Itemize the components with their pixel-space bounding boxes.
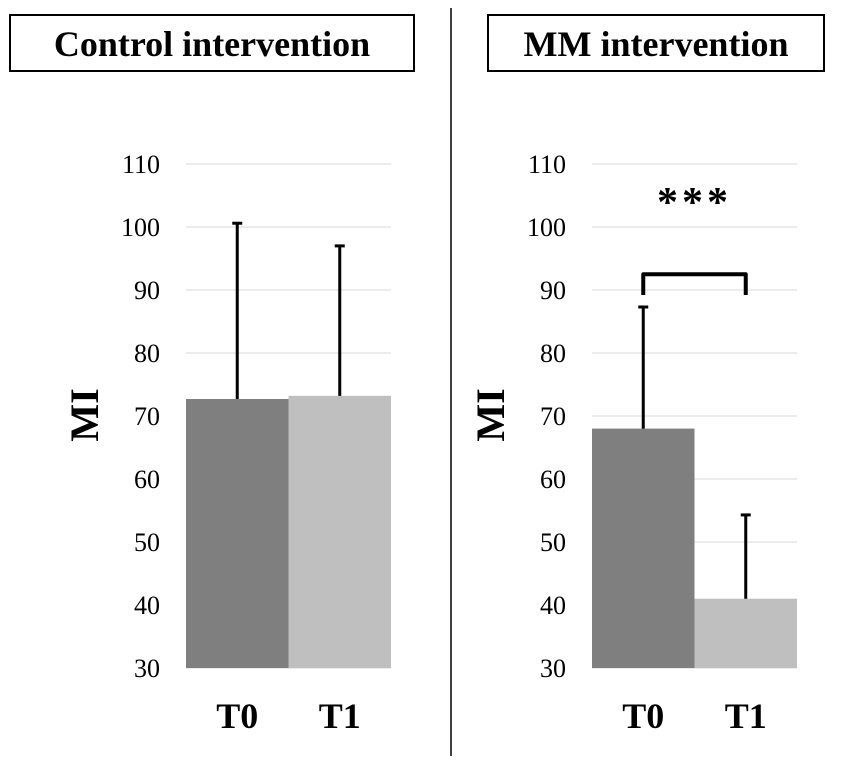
y-tick-label: 100 xyxy=(527,213,566,242)
y-tick-label: 40 xyxy=(540,591,566,620)
significance-label: *** xyxy=(657,180,732,226)
y-tick-label: 110 xyxy=(122,150,160,179)
control-panel: Control intervention 30 40 50 60 70 80 90 100 110… xyxy=(9,14,415,736)
x-tick-label: T0 xyxy=(622,696,664,736)
y-tick-label: 30 xyxy=(134,654,160,683)
significance-bracket xyxy=(641,272,748,296)
x-tick-label: T0 xyxy=(216,696,258,736)
y-tick-label: 30 xyxy=(540,654,566,683)
bar-t0 xyxy=(186,398,289,668)
y-axis-label: MI xyxy=(62,388,107,441)
bar-t0 xyxy=(592,428,695,668)
title-box xyxy=(9,14,415,72)
chart-title: Control intervention xyxy=(54,24,370,64)
y-tick-label: 70 xyxy=(134,402,160,431)
bar-t1 xyxy=(288,395,391,668)
y-tick-label: 60 xyxy=(540,465,566,494)
y-tick-label: 90 xyxy=(134,276,160,305)
y-tick-label: 110 xyxy=(528,150,566,179)
y-tick-label: 40 xyxy=(134,591,160,620)
bar-t1 xyxy=(694,598,797,668)
mm-panel: MM intervention 30 40 50 60 70 80 90 100 110 MI T0 T… xyxy=(468,14,825,736)
y-tick-label: 60 xyxy=(134,465,160,494)
y-tick-label: 100 xyxy=(121,213,160,242)
chart-title: MM intervention xyxy=(524,24,789,64)
y-tick-label: 80 xyxy=(134,339,160,368)
y-tick-label: 80 xyxy=(540,339,566,368)
y-tick-label: 70 xyxy=(540,402,566,431)
x-tick-label: T1 xyxy=(319,696,361,736)
title-box xyxy=(487,14,825,72)
x-tick-label: T1 xyxy=(725,696,767,736)
y-tick-label: 90 xyxy=(540,276,566,305)
y-axis-label: MI xyxy=(468,388,513,441)
y-tick-label: 50 xyxy=(134,528,160,557)
y-tick-label: 50 xyxy=(540,528,566,557)
